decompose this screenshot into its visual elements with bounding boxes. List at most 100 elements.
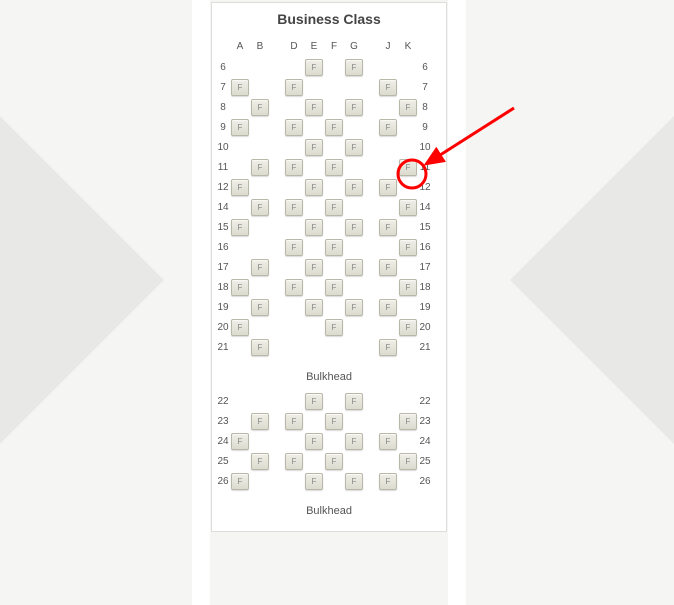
seat-button[interactable]: F: [379, 119, 397, 136]
seat-cell: [250, 117, 270, 137]
seat-cell: [324, 57, 344, 77]
seat-button[interactable]: F: [325, 319, 343, 336]
seat-cell: F: [378, 177, 398, 197]
seat-cell: [378, 277, 398, 297]
seat-button[interactable]: F: [345, 473, 363, 490]
seat-button[interactable]: F: [325, 199, 343, 216]
seat-button[interactable]: F: [285, 413, 303, 430]
seat-button[interactable]: F: [305, 393, 323, 410]
seat-button[interactable]: F: [305, 473, 323, 490]
seat-button[interactable]: F: [379, 79, 397, 96]
seat-button[interactable]: F: [285, 119, 303, 136]
seat-cell: F: [344, 297, 364, 317]
seat-cell: F: [324, 237, 344, 257]
seat-cell: F: [344, 177, 364, 197]
seat-button[interactable]: F: [399, 413, 417, 430]
seat-button[interactable]: F: [325, 453, 343, 470]
seat-button[interactable]: F: [345, 433, 363, 450]
seat-button[interactable]: F: [399, 199, 417, 216]
row-number: 15: [418, 222, 432, 233]
seat-button[interactable]: F: [345, 259, 363, 276]
seat-button[interactable]: F: [345, 139, 363, 156]
seat-button[interactable]: F: [399, 453, 417, 470]
seat-button[interactable]: F: [399, 239, 417, 256]
seat-cell: F: [324, 277, 344, 297]
seat-button[interactable]: F: [251, 299, 269, 316]
seat-cell: F: [304, 217, 324, 237]
seat-button[interactable]: F: [251, 453, 269, 470]
seat-button[interactable]: F: [285, 279, 303, 296]
seat-button[interactable]: F: [305, 179, 323, 196]
seat-button[interactable]: F: [251, 159, 269, 176]
seat-button[interactable]: F: [285, 239, 303, 256]
seat-cell: [324, 137, 344, 157]
seat-button[interactable]: F: [379, 473, 397, 490]
seat-button[interactable]: F: [305, 219, 323, 236]
row-number: 10: [418, 142, 432, 153]
seat-cell: [344, 197, 364, 217]
seat-cell: F: [344, 137, 364, 157]
seat-cell: F: [324, 411, 344, 431]
seat-button[interactable]: F: [285, 453, 303, 470]
seat-cell: F: [398, 411, 418, 431]
seat-cell: [304, 411, 324, 431]
seat-button[interactable]: F: [379, 259, 397, 276]
seat-cell: [284, 297, 304, 317]
seat-button[interactable]: F: [399, 279, 417, 296]
seat-button[interactable]: F: [231, 279, 249, 296]
seat-button[interactable]: F: [305, 299, 323, 316]
seat-cell: F: [284, 117, 304, 137]
seat-button[interactable]: F: [251, 99, 269, 116]
seat-button[interactable]: F: [379, 219, 397, 236]
seat-button[interactable]: F: [231, 79, 249, 96]
seat-cell: [324, 257, 344, 277]
row-number: 6: [216, 62, 230, 73]
seat-button[interactable]: F: [305, 59, 323, 76]
seat-button[interactable]: F: [231, 433, 249, 450]
seat-button[interactable]: F: [305, 433, 323, 450]
seat-button[interactable]: F: [325, 119, 343, 136]
seat-cell: F: [284, 451, 304, 471]
seat-button[interactable]: F: [379, 433, 397, 450]
seat-button[interactable]: F: [379, 299, 397, 316]
seat-button[interactable]: F: [285, 159, 303, 176]
seat-button[interactable]: F: [325, 239, 343, 256]
seat-cell: F: [230, 117, 250, 137]
seat-cell: [284, 431, 304, 451]
seat-button[interactable]: F: [399, 319, 417, 336]
seat-button[interactable]: F: [251, 413, 269, 430]
seat-button[interactable]: F: [251, 199, 269, 216]
seat-button[interactable]: F: [325, 279, 343, 296]
seat-button[interactable]: F: [251, 339, 269, 356]
seat-button[interactable]: F: [325, 413, 343, 430]
seat-button[interactable]: F: [305, 259, 323, 276]
seat-button[interactable]: F: [251, 259, 269, 276]
seat-button[interactable]: F: [345, 219, 363, 236]
seat-button[interactable]: F: [345, 179, 363, 196]
seat-cell: F: [250, 157, 270, 177]
seat-button[interactable]: F: [285, 199, 303, 216]
seat-button[interactable]: F: [325, 159, 343, 176]
seat-cell: F: [324, 157, 344, 177]
seat-button[interactable]: F: [345, 393, 363, 410]
seat-button[interactable]: F: [399, 99, 417, 116]
seat-row: 12FFFF12: [216, 177, 442, 197]
seat-button[interactable]: F: [399, 159, 417, 176]
seat-cell: [250, 471, 270, 491]
seat-button[interactable]: F: [379, 339, 397, 356]
seat-button[interactable]: F: [285, 79, 303, 96]
seat-cell: [284, 337, 304, 357]
seat-button[interactable]: F: [305, 139, 323, 156]
seat-cell: F: [324, 197, 344, 217]
seat-button[interactable]: F: [231, 473, 249, 490]
seat-button[interactable]: F: [345, 59, 363, 76]
seat-button[interactable]: F: [231, 179, 249, 196]
seat-button[interactable]: F: [345, 99, 363, 116]
seat-cell: F: [324, 117, 344, 137]
seat-button[interactable]: F: [379, 179, 397, 196]
seat-button[interactable]: F: [345, 299, 363, 316]
seat-button[interactable]: F: [231, 119, 249, 136]
seat-button[interactable]: F: [305, 99, 323, 116]
seat-button[interactable]: F: [231, 319, 249, 336]
seat-button[interactable]: F: [231, 219, 249, 236]
